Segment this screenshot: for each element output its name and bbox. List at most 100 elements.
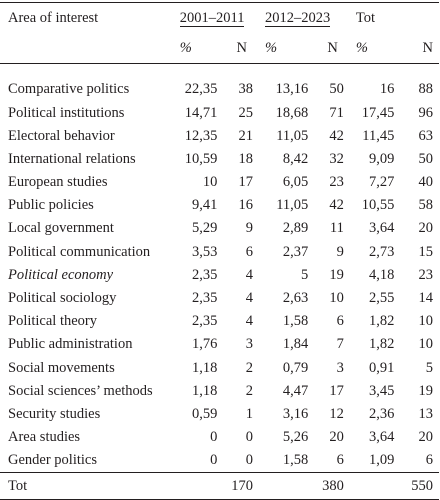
cell-pct-2012-2023: 0,79	[282, 359, 309, 376]
cell-pct-2001-2011: 14,71	[184, 104, 218, 121]
cell-area: Electoral behavior	[8, 127, 115, 144]
cell-n-2001-2011: 2	[245, 359, 253, 376]
table-row: Political sociology 2,35 4 2,63 10 2,55 14	[0, 287, 439, 310]
cell-n-2012-2023: 9	[336, 243, 344, 260]
cell-area: Social movements	[8, 359, 115, 376]
cell-pct-total: 3,64	[368, 220, 395, 237]
cell-pct-2001-2011: 1,76	[191, 336, 218, 353]
cell-area: Political economy	[8, 266, 114, 283]
cell-pct-2012-2023: 6,05	[282, 174, 309, 191]
header-row-units: % N % N % N	[0, 33, 439, 64]
table-row: International relations 10,59 18 8,42 32 9,09…	[0, 148, 439, 171]
cell-pct-2001-2011: 10,59	[184, 150, 218, 167]
cell-n-2001-2011: 0	[245, 452, 253, 469]
cell-pct-total: 1,09	[368, 452, 395, 469]
cell-area: European studies	[8, 174, 108, 191]
cell-pct-2001-2011: 0	[210, 429, 218, 446]
total-row: Tot 170 380 550	[0, 472, 439, 500]
cell-n-2001-2011: 21	[238, 127, 254, 144]
cell-pct-2012-2023: 13,16	[275, 81, 309, 98]
header-total: Tot	[343, 2, 439, 33]
cell-n-2001-2011: 4	[245, 290, 253, 307]
table-row: Gender politics 0 0 1,58 6 1,09 6	[0, 449, 439, 473]
cell-pct-2012-2023: 5,26	[282, 429, 309, 446]
total-pct-total	[343, 472, 395, 500]
total-n-total: 550	[394, 472, 439, 500]
cell-n-2012-2023: 6	[336, 313, 344, 330]
cell-area: Public policies	[8, 197, 94, 214]
cell-pct-2012-2023: 2,89	[282, 220, 309, 237]
cell-pct-total: 17,45	[361, 104, 395, 121]
cell-area: International relations	[8, 150, 136, 167]
cell-pct-2001-2011: 2,35	[191, 266, 218, 283]
cell-n-total: 6	[425, 452, 433, 469]
cell-area: Political theory	[8, 313, 97, 330]
cell-n-2012-2023: 12	[329, 405, 344, 422]
total-n-2012-2023: 380	[308, 472, 344, 500]
cell-pct-2001-2011: 5,29	[191, 220, 218, 237]
total-pct-2001-2011	[167, 472, 218, 500]
header-n-1: N	[217, 33, 253, 64]
cell-pct-2001-2011: 12,35	[184, 127, 218, 144]
cell-area: Comparative politics	[8, 81, 130, 98]
table-row: Area studies 0 0 5,26 20 3,64 20	[0, 426, 439, 449]
cell-pct-total: 2,36	[368, 405, 395, 422]
table-row: Comparative politics 22,35 38 13,16 50 16 88	[0, 78, 439, 101]
cell-n-2001-2011: 3	[245, 336, 253, 353]
cell-pct-2001-2011: 0,59	[191, 405, 218, 422]
cell-n-2012-2023: 23	[329, 174, 344, 191]
header-row-periods: Area of interest 2001–2011 2012–2023 Tot	[0, 2, 439, 33]
cell-n-2012-2023: 6	[336, 452, 344, 469]
cell-pct-2001-2011: 0	[210, 452, 218, 469]
cell-pct-total: 1,82	[368, 313, 395, 330]
cell-pct-2012-2023: 1,58	[282, 452, 309, 469]
cell-pct-2001-2011: 10	[202, 174, 218, 191]
total-label: Tot	[0, 472, 168, 500]
cell-n-2012-2023: 7	[336, 336, 344, 353]
header-period-2012-2023: 2012–2023	[253, 2, 344, 33]
cell-area: Gender politics	[8, 452, 97, 469]
cell-pct-2012-2023: 11,05	[276, 197, 309, 214]
cell-n-2012-2023: 20	[329, 429, 344, 446]
cell-n-total: 63	[418, 127, 434, 144]
cell-pct-total: 11,45	[362, 127, 395, 144]
cell-pct-total: 0,91	[368, 359, 395, 376]
spacer-row	[0, 64, 439, 79]
cell-n-total: 19	[418, 382, 434, 399]
cell-pct-2001-2011: 3,53	[191, 243, 218, 260]
table-row: Social sciences’ methods 1,18 2 4,47 17 3,45 1…	[0, 379, 439, 402]
cell-n-2001-2011: 17	[238, 174, 254, 191]
table-row: Social movements 1,18 2 0,79 3 0,91 5	[0, 356, 439, 379]
cell-area: Area studies	[8, 429, 81, 446]
cell-n-2001-2011: 16	[238, 197, 254, 214]
cell-pct-2001-2011: 22,35	[184, 81, 218, 98]
cell-pct-total: 2,55	[368, 290, 395, 307]
table-row: Political economy 2,35 4 5 19 4,18 23	[0, 264, 439, 287]
header-pct-2: %	[253, 33, 309, 64]
table-row: European studies 10 17 6,05 23 7,27 40	[0, 171, 439, 194]
cell-n-2001-2011: 2	[245, 382, 253, 399]
cell-n-total: 14	[418, 290, 434, 307]
cell-pct-total: 4,18	[368, 266, 395, 283]
cell-pct-2001-2011: 1,18	[191, 382, 218, 399]
cell-pct-2001-2011: 2,35	[191, 313, 218, 330]
cell-n-2001-2011: 25	[238, 104, 254, 121]
cell-n-2012-2023: 19	[329, 266, 344, 283]
cell-n-2012-2023: 17	[329, 382, 344, 399]
cell-n-total: 15	[418, 243, 434, 260]
cell-pct-total: 16	[379, 81, 395, 98]
cell-pct-2012-2023: 2,37	[282, 243, 309, 260]
cell-pct-2001-2011: 1,18	[191, 359, 218, 376]
cell-n-2012-2023: 42	[329, 197, 344, 214]
header-n-3: N	[394, 33, 439, 64]
header-pct-1: %	[167, 33, 218, 64]
cell-n-2012-2023: 42	[329, 127, 344, 144]
table-row: Local government 5,29 9 2,89 11 3,64 20	[0, 217, 439, 240]
table-row: Public administration 1,76 3 1,84 7 1,82 10	[0, 333, 439, 356]
table-row: Security studies 0,59 1 3,16 12 2,36 13	[0, 403, 439, 426]
cell-n-total: 50	[418, 150, 434, 167]
cell-pct-2012-2023: 1,58	[282, 313, 309, 330]
cell-n-2012-2023: 10	[329, 290, 344, 307]
